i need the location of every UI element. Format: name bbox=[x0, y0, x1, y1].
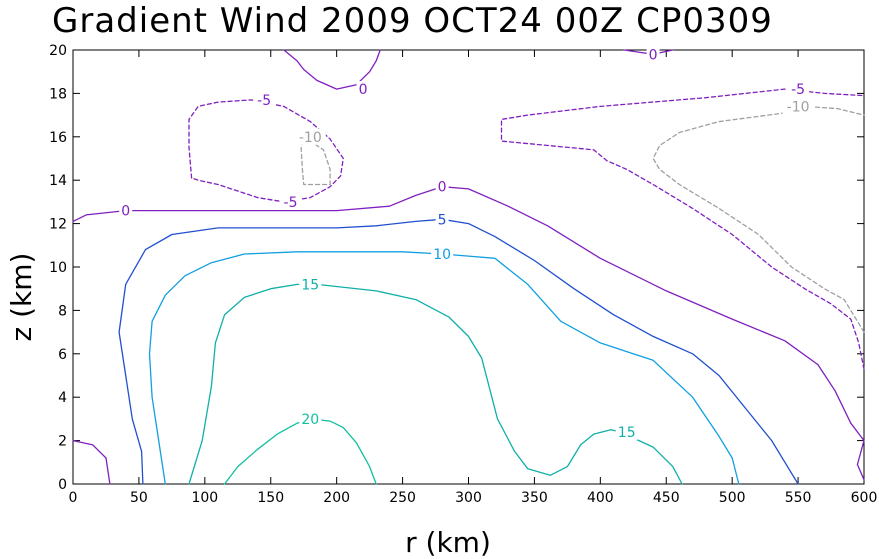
contour-label: -10 bbox=[299, 130, 322, 146]
contour-label: 0 bbox=[438, 180, 447, 196]
contour-label-bg bbox=[253, 91, 276, 108]
contour-label: 15 bbox=[301, 277, 319, 293]
contour-line-0 bbox=[283, 49, 381, 90]
contour-label-bg bbox=[646, 46, 660, 63]
contour-label: -10 bbox=[787, 99, 810, 115]
x-tick-label: 0 bbox=[69, 490, 78, 506]
x-tick-label: 600 bbox=[851, 490, 878, 506]
x-tick-label: 150 bbox=[257, 490, 284, 506]
x-tick-label: 100 bbox=[191, 490, 218, 506]
x-tick-label: 250 bbox=[389, 490, 416, 506]
contour-label-bg bbox=[787, 81, 810, 98]
contour-label-bg bbox=[294, 128, 326, 145]
contour-label: -5 bbox=[791, 82, 805, 98]
contour-label: 5 bbox=[438, 212, 447, 228]
y-tick-label: 8 bbox=[58, 303, 67, 319]
y-tick-label: 18 bbox=[49, 86, 67, 102]
contour-label-bg bbox=[615, 423, 638, 440]
contour-label: 15 bbox=[618, 425, 636, 441]
contour-label: 0 bbox=[649, 47, 658, 63]
contour-line-15 bbox=[188, 283, 683, 485]
contour-label: -5 bbox=[257, 93, 271, 109]
contour-label: -5 bbox=[284, 195, 298, 211]
contour-line-20 bbox=[223, 418, 377, 485]
y-tick-label: 0 bbox=[58, 477, 67, 493]
contour-label-bg bbox=[299, 276, 322, 293]
x-axis: 0 50 100 150 200 250 300 350 400 450 500 550 600 bbox=[69, 50, 878, 506]
x-axis-label: r (km) bbox=[405, 526, 491, 559]
contour-label-bg bbox=[431, 245, 454, 262]
x-tick-label: 500 bbox=[719, 490, 746, 506]
y-tick-label: 2 bbox=[58, 434, 67, 450]
contour-label-bg bbox=[279, 193, 302, 210]
contour-label-bg bbox=[435, 211, 449, 228]
x-tick-label: 450 bbox=[653, 490, 680, 506]
contour-lines bbox=[72, 49, 865, 485]
y-tick-label: 4 bbox=[58, 390, 67, 406]
x-tick-label: 200 bbox=[323, 490, 350, 506]
contour-line-neg5 bbox=[188, 99, 344, 203]
x-tick-label: 550 bbox=[785, 490, 812, 506]
x-tick-label: 350 bbox=[521, 490, 548, 506]
y-tick-label: 12 bbox=[49, 217, 67, 233]
contour-line-0 bbox=[72, 439, 111, 485]
contour-label-bg bbox=[299, 410, 322, 427]
contour-line-neg10 bbox=[300, 136, 331, 186]
contour-line-5 bbox=[118, 218, 799, 485]
contour-label-bg bbox=[782, 98, 814, 115]
x-tick-label: 400 bbox=[587, 490, 614, 506]
contour-line-neg5 bbox=[500, 88, 865, 370]
contour-label: 0 bbox=[359, 82, 368, 98]
y-tick-label: 20 bbox=[49, 43, 67, 59]
y-axis: 0 2 4 6 8 10 12 14 16 18 20 bbox=[49, 43, 864, 493]
y-tick-label: 10 bbox=[49, 260, 67, 276]
y-tick-label: 14 bbox=[49, 173, 67, 189]
chart-title: Gradient Wind 2009 OCT24 00Z CP0309 bbox=[52, 1, 773, 41]
contour-label-bg bbox=[356, 81, 370, 98]
contour-label: 0 bbox=[121, 204, 130, 220]
y-tick-label: 6 bbox=[58, 347, 67, 363]
x-tick-label: 300 bbox=[455, 490, 482, 506]
y-axis-label: z (km) bbox=[5, 253, 38, 342]
contour-label-bg bbox=[119, 202, 133, 219]
contour-label: 20 bbox=[301, 412, 319, 428]
y-tick-label: 16 bbox=[49, 130, 67, 146]
contour-line-10 bbox=[148, 251, 740, 485]
contour-label: 10 bbox=[433, 247, 451, 263]
x-tick-label: 50 bbox=[130, 490, 148, 506]
contour-line-0 bbox=[72, 186, 865, 481]
contour-label-bg bbox=[435, 178, 449, 195]
